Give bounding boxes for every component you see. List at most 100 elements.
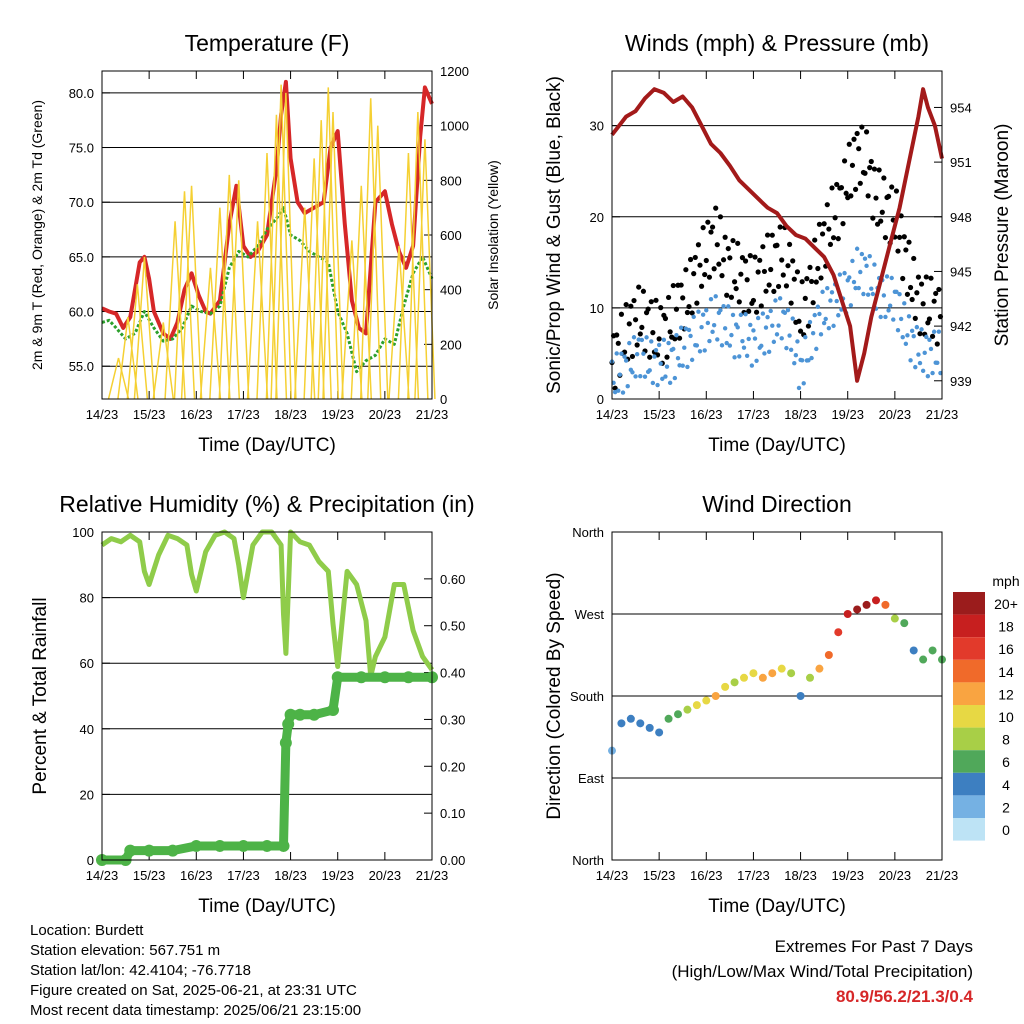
wind-point [862, 256, 868, 261]
gust-point [768, 266, 774, 273]
gust-point [667, 329, 673, 335]
wind-point [864, 263, 869, 269]
wind-point [685, 364, 690, 370]
wind-point [674, 332, 679, 338]
gust-point [911, 255, 917, 262]
gust-point [867, 165, 873, 171]
colorbar-swatch [953, 818, 985, 841]
wind-point [766, 349, 772, 355]
gust-point [698, 283, 705, 289]
gust-point [931, 298, 937, 304]
colorbar-swatch [953, 682, 985, 705]
gust-point [631, 297, 637, 304]
gust-point [904, 291, 911, 297]
direction-point [674, 710, 682, 719]
gust-point [684, 309, 691, 316]
precip-point [331, 671, 344, 684]
gust-point [936, 286, 942, 293]
x-tick-label: 20/23 [369, 868, 402, 883]
y-tick-label: 80 [80, 591, 94, 606]
x-tick-label: 15/23 [643, 407, 676, 422]
wind-point [850, 258, 855, 264]
direction-point [702, 696, 711, 705]
wind-point [649, 339, 654, 344]
colorbar-label: 18 [998, 619, 1014, 635]
wind-point [920, 368, 926, 374]
gust-point [829, 185, 835, 191]
wind-point [884, 274, 890, 279]
gust-point [775, 283, 782, 290]
gust-point [914, 290, 920, 296]
gust-point [711, 266, 717, 272]
wind-point [837, 272, 843, 277]
gust-point [854, 130, 860, 137]
wind-point [925, 373, 931, 379]
x-tick-label: 16/23 [180, 868, 213, 883]
wind-point [793, 352, 799, 358]
wind-point [614, 351, 619, 356]
wind-point [707, 338, 712, 344]
gust-point [753, 309, 760, 315]
colorbar-label: 8 [1002, 732, 1010, 748]
gust-point [818, 275, 824, 281]
gust-point [639, 324, 645, 331]
gust-point [819, 231, 826, 237]
x-tick-label: 17/23 [737, 868, 770, 883]
gust-point [882, 234, 889, 241]
precip-point [282, 718, 295, 731]
x-tick-label: 21/23 [926, 407, 959, 422]
direction-point [664, 714, 673, 723]
direction-point [768, 669, 777, 678]
wind-point [851, 279, 857, 285]
wind-point [656, 342, 662, 348]
gust-point [752, 254, 758, 260]
wind-point [930, 370, 935, 376]
gust-point [730, 237, 736, 244]
solar-spike [107, 357, 130, 400]
wind-point [653, 347, 659, 353]
y-tick-label: 55.0 [69, 359, 94, 374]
gust-point [673, 306, 680, 312]
wind-point [887, 303, 893, 308]
gust-point [727, 255, 733, 261]
solar-spike [265, 114, 288, 400]
series-line [610, 87, 944, 383]
gust-point [709, 224, 716, 230]
wind-point [792, 360, 797, 366]
precip-point [143, 844, 156, 857]
y2-tick-label: 600 [440, 228, 462, 243]
x-tick-label: 15/23 [133, 407, 166, 422]
solar-spike [180, 185, 203, 400]
station-info: Location: Burdett Station elevation: 567… [30, 921, 361, 1021]
chart-wind_direction: Wind DirectionNorthEastSouthWestNorth14/… [544, 491, 1020, 917]
wind-point [722, 326, 728, 331]
precip-point [124, 844, 137, 857]
precip-point [327, 704, 339, 717]
precip-point [378, 671, 391, 684]
y-tick-label: 0 [87, 853, 94, 868]
gust-point [691, 271, 697, 277]
gust-point [868, 158, 874, 165]
y2-tick-label: 948 [950, 210, 972, 225]
wind-point [919, 327, 924, 332]
direction-point [721, 682, 730, 691]
gust-point [697, 262, 703, 268]
gust-point [653, 297, 659, 303]
y-tick-label: 0 [597, 392, 604, 407]
wind-point [735, 325, 740, 330]
wind-point [803, 334, 808, 340]
gust-point [821, 221, 827, 227]
plot-frame [611, 531, 943, 861]
chart-humidity: Relative Humidity (%) & Precipitation (i… [30, 491, 475, 917]
gust-point [901, 234, 907, 240]
y-tick-label: North [572, 525, 604, 540]
wind-point [894, 289, 899, 294]
wind-point [704, 308, 709, 313]
colorbar-swatch [953, 705, 985, 728]
y2-tick-label: 942 [950, 319, 972, 334]
gust-point [744, 277, 750, 283]
direction-point [645, 723, 654, 732]
precip-point [213, 839, 226, 852]
wind-point [631, 335, 637, 340]
gust-point [664, 354, 670, 360]
